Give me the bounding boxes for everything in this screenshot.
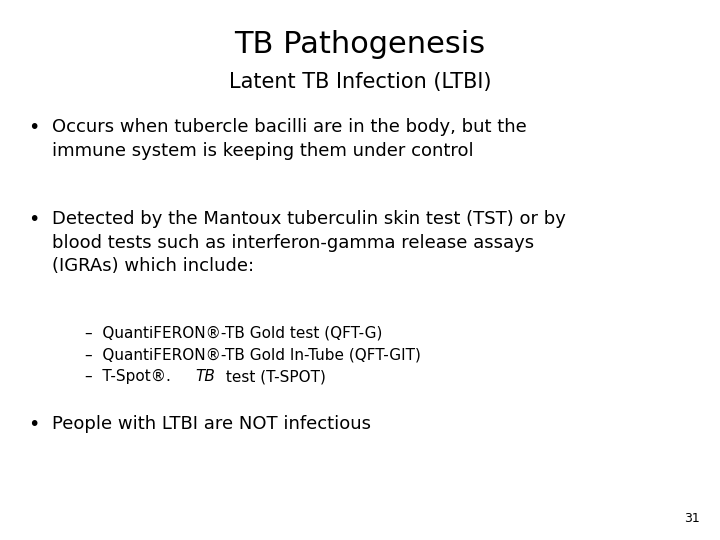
Text: •: • [28, 118, 40, 137]
Text: –  QuantiFERON®-TB Gold In-Tube (QFT-GIT): – QuantiFERON®-TB Gold In-Tube (QFT-GIT) [85, 347, 421, 362]
Text: –  QuantiFERON®-TB Gold test (QFT-G): – QuantiFERON®-TB Gold test (QFT-G) [85, 325, 382, 340]
Text: 31: 31 [684, 512, 700, 525]
Text: Occurs when tubercle bacilli are in the body, but the
immune system is keeping t: Occurs when tubercle bacilli are in the … [52, 118, 527, 160]
Text: Latent TB Infection (LTBI): Latent TB Infection (LTBI) [229, 72, 491, 92]
Text: TB Pathogenesis: TB Pathogenesis [235, 30, 485, 59]
Text: Detected by the Mantoux tuberculin skin test (TST) or by
blood tests such as int: Detected by the Mantoux tuberculin skin … [52, 210, 566, 275]
Text: People with LTBI are NOT infectious: People with LTBI are NOT infectious [52, 415, 371, 433]
Text: TB: TB [196, 369, 216, 384]
Text: –  T-Spot®.: – T-Spot®. [85, 369, 171, 384]
Text: •: • [28, 415, 40, 434]
Text: test (T-SPOT): test (T-SPOT) [222, 369, 326, 384]
Text: •: • [28, 210, 40, 229]
